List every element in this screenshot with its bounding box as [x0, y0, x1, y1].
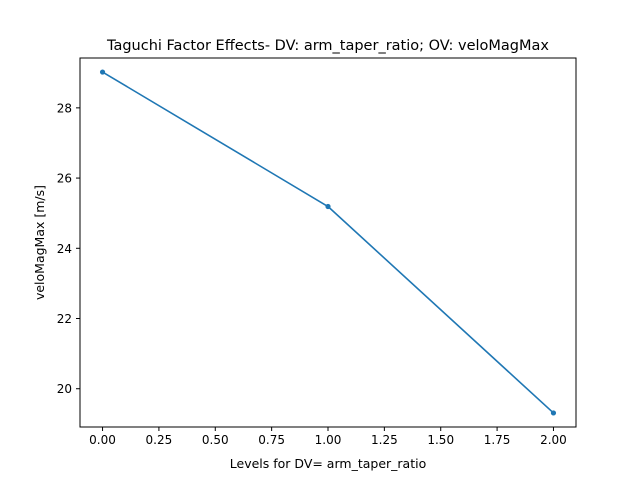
x-tick-label: 2.00	[540, 433, 567, 447]
x-tick-label: 1.50	[427, 433, 454, 447]
y-tick-label: 26	[57, 172, 72, 186]
x-tick-label: 0.75	[258, 433, 285, 447]
y-tick-label: 24	[57, 242, 72, 256]
y-axis-ticks: 20 22 24 26 28	[57, 101, 80, 396]
x-tick-label: 0.00	[89, 433, 116, 447]
y-axis-label: veloMagMax [m/s]	[32, 185, 47, 300]
data-point	[325, 203, 331, 210]
y-tick-label: 28	[57, 101, 72, 115]
plot-area	[80, 58, 576, 427]
data-point	[99, 69, 106, 75]
x-tick-label: 1.25	[371, 433, 398, 447]
x-tick-label: 0.25	[146, 433, 173, 447]
data-point	[550, 410, 557, 416]
x-tick-label: 1.75	[484, 433, 511, 447]
y-tick-label: 22	[57, 312, 72, 326]
x-axis-label: Levels for DV= arm_taper_ratio	[230, 456, 426, 471]
y-tick-label: 20	[57, 382, 72, 396]
plot-frame	[79, 57, 577, 428]
series-layer	[99, 69, 557, 416]
chart-title: Taguchi Factor Effects- DV: arm_taper_ra…	[106, 38, 549, 54]
x-tick-label: 0.50	[202, 433, 229, 447]
x-axis-ticks: 0.00 0.25 0.50 0.75 1.00 1.25 1.50 1.75 2.00	[89, 427, 567, 447]
x-tick-label: 1.00	[315, 433, 342, 447]
